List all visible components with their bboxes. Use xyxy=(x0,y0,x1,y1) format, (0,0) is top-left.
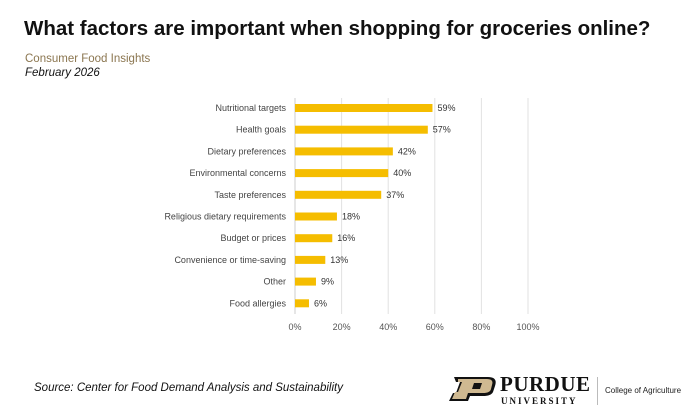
category-label: Environmental concerns xyxy=(189,168,286,178)
category-label: Health goals xyxy=(236,125,287,135)
bar xyxy=(295,277,316,286)
bar xyxy=(295,147,393,156)
x-tick-label: 80% xyxy=(472,322,490,332)
x-tick-label: 20% xyxy=(333,322,351,332)
data-label: 40% xyxy=(393,168,411,178)
college-label: College of Agriculture xyxy=(605,386,682,395)
chart-title: What factors are important when shopping… xyxy=(24,17,651,40)
source-note: Source: Center for Food Demand Analysis … xyxy=(34,382,343,394)
logo-divider xyxy=(597,377,598,405)
data-label: 9% xyxy=(321,277,334,287)
data-label: 16% xyxy=(337,233,355,243)
category-label: Food allergies xyxy=(229,298,286,308)
category-label: Budget or prices xyxy=(220,233,286,243)
data-label: 18% xyxy=(342,212,360,222)
data-label: 57% xyxy=(433,125,451,135)
data-label: 6% xyxy=(314,298,327,308)
x-tick-label: 40% xyxy=(379,322,397,332)
bar xyxy=(295,234,333,243)
bar xyxy=(295,190,382,199)
bar xyxy=(295,212,337,221)
category-label: Other xyxy=(263,277,286,287)
category-label: Nutritional targets xyxy=(215,103,286,113)
logo-text: PURDUE xyxy=(500,372,591,396)
data-label: 42% xyxy=(398,146,416,156)
x-tick-label: 100% xyxy=(516,322,539,332)
bar xyxy=(295,104,433,112)
bar xyxy=(295,169,389,178)
data-label: 37% xyxy=(386,190,404,200)
x-tick-label: 0% xyxy=(288,322,301,332)
category-label: Taste preferences xyxy=(214,190,286,200)
bar xyxy=(295,125,428,134)
chart-subtitle: Consumer Food Insights xyxy=(25,53,151,65)
chart-date: February 2026 xyxy=(25,67,100,79)
category-label: Convenience or time-saving xyxy=(174,255,286,265)
logo-subtext: UNIVERSITY xyxy=(501,396,578,406)
data-label: 59% xyxy=(437,103,455,113)
data-label: 13% xyxy=(330,255,348,265)
category-label: Religious dietary requirements xyxy=(164,212,286,222)
x-tick-label: 60% xyxy=(426,322,444,332)
purdue-p-logo xyxy=(449,377,496,401)
bar xyxy=(295,299,309,308)
bar xyxy=(295,255,326,264)
category-label: Dietary preferences xyxy=(207,146,286,156)
